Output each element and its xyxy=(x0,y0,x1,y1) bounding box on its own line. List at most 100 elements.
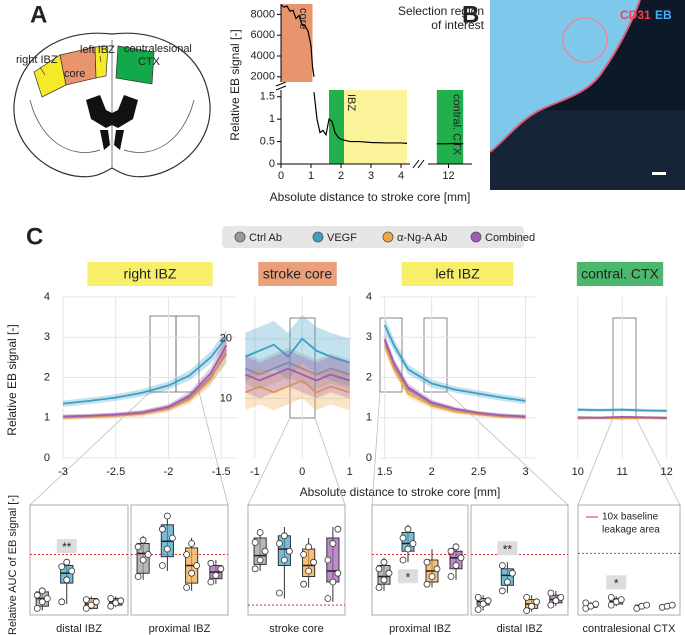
data-point xyxy=(474,594,482,601)
data-point xyxy=(163,545,171,553)
data-point xyxy=(256,529,264,536)
panel-title: distal IBZ xyxy=(56,623,102,635)
data-point xyxy=(63,558,71,566)
chart-title: right IBZ xyxy=(124,266,177,282)
data-point xyxy=(329,578,337,586)
error-band xyxy=(245,314,350,387)
data-point xyxy=(533,598,541,606)
x-tick-label: -2.5 xyxy=(106,466,125,478)
annotation: Selection region xyxy=(398,4,484,18)
y-tick-label: 4000 xyxy=(251,50,275,62)
error-band xyxy=(245,350,350,399)
data-point xyxy=(404,545,412,553)
data-point xyxy=(58,563,66,570)
y-tick-label: 10 xyxy=(220,392,232,404)
data-point xyxy=(212,572,220,579)
annotation-box xyxy=(606,575,627,590)
data-point xyxy=(117,597,125,605)
data-point xyxy=(256,556,264,564)
data-point xyxy=(643,601,651,609)
series-line xyxy=(383,324,526,402)
title-box xyxy=(401,262,514,286)
annotation-box xyxy=(497,541,518,556)
y-tick-label: 0 xyxy=(44,452,50,464)
data-point xyxy=(139,556,147,564)
y-tick-label: 4 xyxy=(44,291,50,303)
data-point xyxy=(457,554,465,562)
data-point xyxy=(275,589,283,597)
panel-title: proximal IBZ xyxy=(389,623,451,635)
series-line xyxy=(245,379,350,394)
data-point xyxy=(380,558,388,566)
series-line xyxy=(245,361,350,376)
data-point xyxy=(285,547,293,555)
error-band xyxy=(63,337,227,421)
zoom-connector xyxy=(29,391,681,506)
data-point xyxy=(474,606,482,613)
brain-inner-lines xyxy=(29,40,195,168)
data-point xyxy=(305,543,313,551)
panel-title: stroke core xyxy=(269,623,323,635)
panel-title: contralesional CTX xyxy=(583,623,677,635)
label-leader xyxy=(39,66,46,76)
data-point xyxy=(300,551,308,558)
data-point xyxy=(33,591,41,599)
series-line xyxy=(245,367,350,382)
data-point xyxy=(484,597,492,605)
brain-label: contralesional xyxy=(124,43,192,55)
legend-marker xyxy=(234,231,246,243)
data-point xyxy=(447,547,455,555)
x-tick-label: 11 xyxy=(617,466,628,478)
x-tick-label: 0 xyxy=(278,170,284,182)
data-point xyxy=(380,576,388,584)
y-tick-label: 0.5 xyxy=(260,135,275,147)
data-point xyxy=(375,565,383,573)
x-tick-label: 3 xyxy=(368,170,374,182)
y-tick-label: 2 xyxy=(366,371,372,383)
data-point xyxy=(134,573,142,580)
x-tick-label: -1 xyxy=(250,466,260,478)
error-band xyxy=(245,362,350,411)
y-tick-label: 6000 xyxy=(251,29,275,41)
data-point xyxy=(188,569,196,577)
data-point xyxy=(107,602,115,610)
data-point xyxy=(87,601,95,609)
x-tick-label: 2 xyxy=(429,466,435,478)
data-point xyxy=(334,569,342,577)
data-point xyxy=(409,540,417,547)
stain-label: EB xyxy=(655,8,672,22)
data-point xyxy=(385,569,393,577)
annotation: of interest xyxy=(431,18,484,32)
x-tick-label: 3 xyxy=(523,466,529,478)
data-point xyxy=(280,556,288,564)
vessel xyxy=(562,17,608,63)
brain-label: left IBZ xyxy=(80,44,115,56)
ventricles xyxy=(86,95,138,128)
data-point xyxy=(43,595,51,602)
panel-letter: B xyxy=(462,1,479,28)
region-label: contral. CTX xyxy=(450,94,462,156)
significance: ** xyxy=(503,542,513,556)
cd31-edge xyxy=(489,0,641,153)
region-label: core xyxy=(297,8,309,29)
legend-label: Ctrl Ab xyxy=(249,232,282,244)
eb-region xyxy=(490,0,640,152)
data-point xyxy=(38,598,46,606)
data-point xyxy=(163,512,171,520)
label-leader xyxy=(99,55,102,63)
x-tick-label: 10 xyxy=(572,466,584,478)
data-point xyxy=(188,540,196,547)
data-point xyxy=(251,565,259,573)
panel-letter: A xyxy=(30,1,47,28)
data-point xyxy=(375,584,383,591)
series-line xyxy=(245,337,350,364)
data-point xyxy=(498,587,506,595)
legend-marker xyxy=(382,231,394,243)
error-band xyxy=(384,317,526,405)
threshold-label: leakage area xyxy=(602,525,660,536)
data-point xyxy=(523,607,531,614)
data-point xyxy=(479,600,487,608)
data-point xyxy=(193,562,201,569)
data-point xyxy=(607,601,615,609)
data-point xyxy=(144,551,152,558)
